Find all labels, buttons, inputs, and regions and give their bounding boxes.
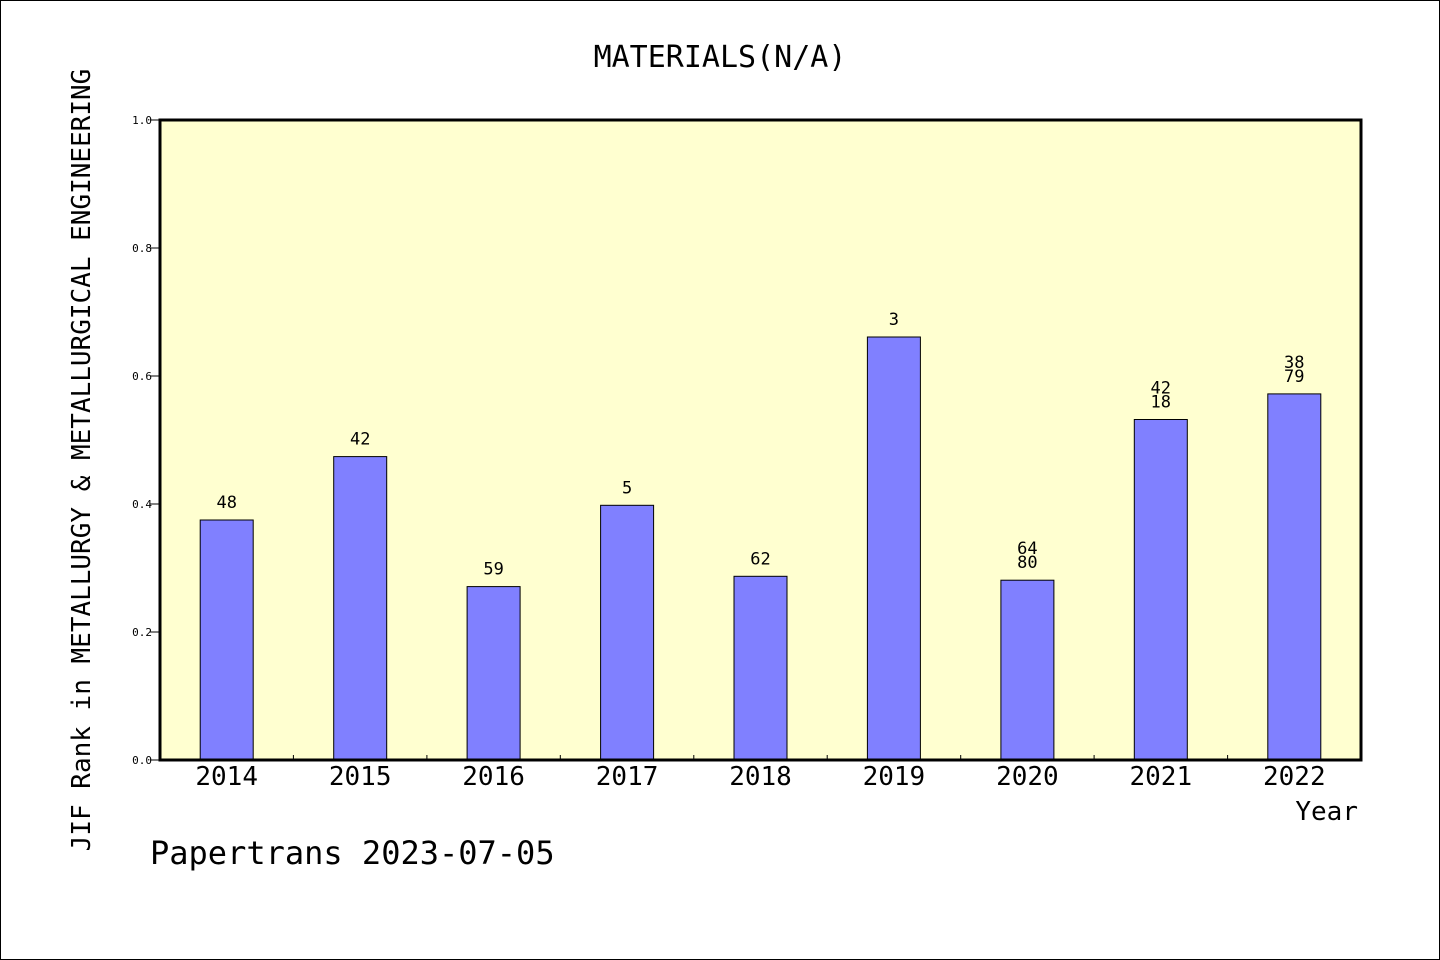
bar-2014 bbox=[199, 519, 254, 761]
bar-data-label: 79 bbox=[1284, 367, 1304, 387]
bar-2016 bbox=[466, 586, 521, 761]
bar-data-label: 64 bbox=[1017, 539, 1037, 559]
x-tick-label: 2017 bbox=[596, 762, 659, 792]
x-tick-label: 2020 bbox=[996, 762, 1059, 792]
bar-2017 bbox=[600, 504, 655, 761]
bar-data-label: 42 bbox=[350, 430, 370, 450]
bar-data-label: 5 bbox=[622, 478, 632, 498]
x-tick-label: 2015 bbox=[329, 762, 392, 792]
bar-2022 bbox=[1267, 393, 1322, 761]
y-tick-label: 1.0 bbox=[132, 114, 152, 127]
chart-title: MATERIALS(N/A) bbox=[594, 40, 847, 75]
footer-watermark: Papertrans 2023-07-05 bbox=[150, 834, 555, 872]
y-tick-label: 0.2 bbox=[132, 626, 152, 639]
x-tick-label: 2014 bbox=[195, 762, 258, 792]
y-tick-label: 0.8 bbox=[132, 242, 152, 255]
bar-data-label: 18 bbox=[1151, 393, 1171, 413]
y-tick-label: 0.0 bbox=[132, 754, 152, 767]
bar-data-label: 59 bbox=[483, 560, 503, 580]
x-axis-ticks: 2014 2015 2016 2017 2018 2019 2020 2021 2022 bbox=[195, 755, 1326, 792]
x-tick-label: 2018 bbox=[729, 762, 792, 792]
x-tick-label: 2016 bbox=[462, 762, 525, 792]
bar-2018 bbox=[733, 575, 788, 761]
y-tick-label: 0.4 bbox=[132, 498, 152, 511]
bar-2019 bbox=[866, 336, 921, 761]
y-axis-label: JIF Rank in METALLURGY & METALLURGICAL E… bbox=[67, 69, 97, 852]
x-tick-label: 2019 bbox=[863, 762, 926, 792]
bar-data-label: 48 bbox=[216, 493, 236, 513]
x-axis-label: Year bbox=[1295, 797, 1358, 827]
y-tick-label: 0.6 bbox=[132, 370, 152, 383]
bar-data-label: 42 bbox=[1151, 379, 1171, 399]
x-tick-label: 2021 bbox=[1129, 762, 1192, 792]
bars-group bbox=[199, 336, 1322, 761]
plot-border bbox=[158, 118, 1363, 762]
bar-2015 bbox=[333, 456, 388, 761]
bar-data-label: 80 bbox=[1017, 553, 1037, 573]
bar-2021 bbox=[1133, 419, 1188, 761]
y-axis-ticks: 0.0 0.2 0.4 0.6 0.8 1.0 bbox=[132, 114, 160, 767]
bar-data-label: 38 bbox=[1284, 353, 1304, 373]
x-tick-label: 2022 bbox=[1263, 762, 1326, 792]
bar-data-label: 62 bbox=[750, 549, 770, 569]
bar-data-label: 3 bbox=[889, 310, 899, 330]
bar-2020 bbox=[1000, 579, 1055, 761]
